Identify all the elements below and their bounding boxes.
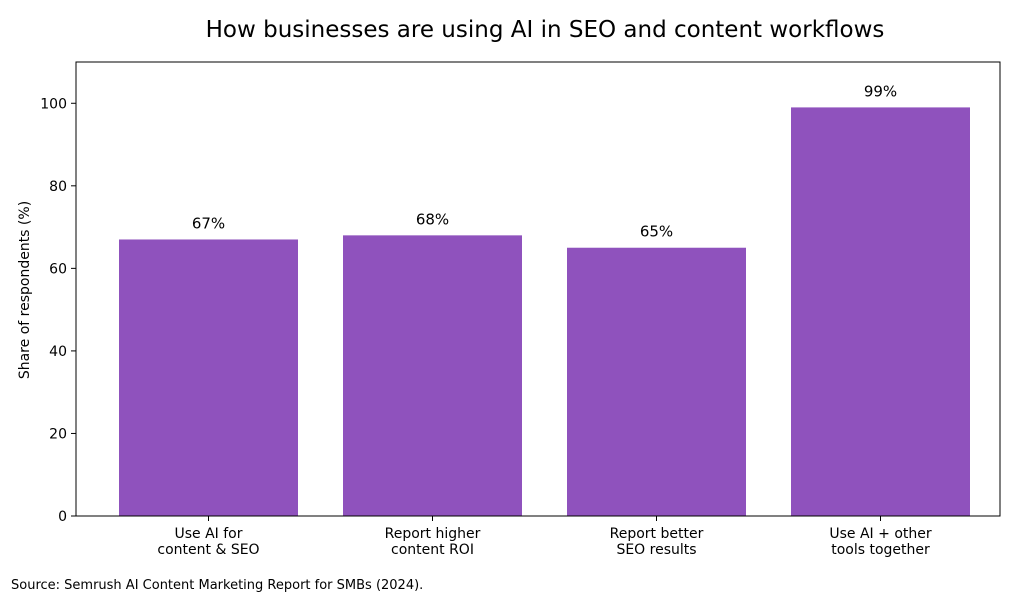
x-tick-label: Use AI + other tools together — [829, 526, 931, 558]
bar-value-label: 99% — [864, 82, 897, 100]
bar-value-label: 67% — [192, 214, 225, 232]
bar — [119, 239, 298, 517]
bar-value-label: 65% — [640, 223, 673, 241]
y-tick-label: 0 — [58, 509, 67, 525]
y-tick-label: 100 — [40, 96, 67, 112]
bar — [343, 235, 522, 516]
y-tick-label: 60 — [49, 261, 67, 277]
y-tick-label: 40 — [49, 344, 67, 360]
y-axis-label: Share of respondents (%) — [17, 201, 33, 379]
plot-frame — [75, 61, 1001, 517]
chart-title: How businesses are using AI in SEO and c… — [206, 17, 885, 43]
x-tick-label: Report better SEO results — [610, 526, 704, 558]
x-tick-label: Report higher content ROI — [385, 526, 481, 558]
y-tick-label: 20 — [49, 426, 67, 442]
y-tick-label: 80 — [49, 179, 67, 195]
bar — [791, 107, 970, 517]
bar-value-label: 68% — [416, 210, 449, 228]
source-note: Source: Semrush AI Content Marketing Rep… — [11, 578, 424, 593]
x-tick-label: Use AI for content & SEO — [157, 526, 259, 558]
bar — [567, 247, 746, 516]
